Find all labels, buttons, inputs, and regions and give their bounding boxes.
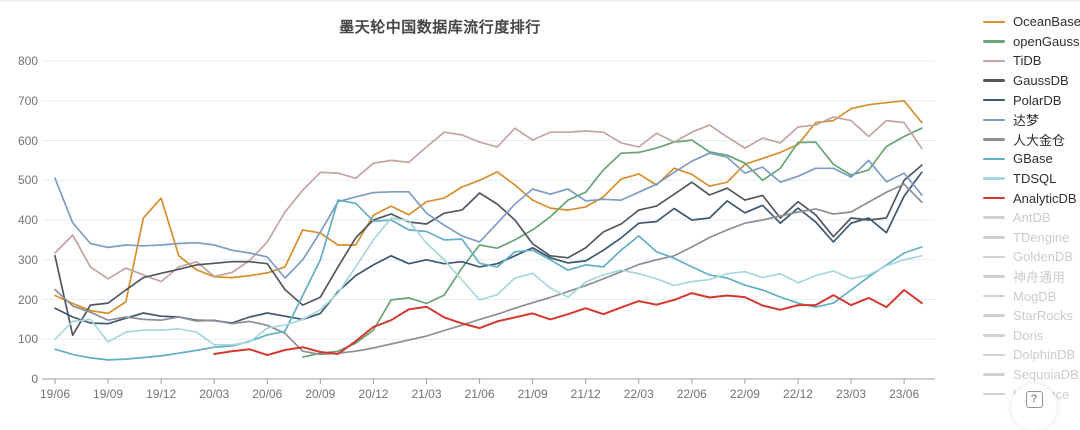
legend-label-tidb: TiDB [1013,53,1042,69]
legend-label-shenzhoutongyong: 神舟通用 [1013,270,1066,286]
legend-label-starrocks: StarRocks [1013,308,1073,324]
legend-swatch-kyligence [983,392,1005,396]
legend-item-shenzhoutongyong[interactable]: 神舟通用 [983,267,1080,287]
x-axis-label-20-12: 20/12 [358,387,389,401]
legend-item-antdb[interactable]: AntDB [983,208,1080,228]
legend-swatch-dolphindb [983,353,1005,357]
legend-item-gbase[interactable]: GBase [983,149,1080,169]
legend-item-starrocks[interactable]: StarRocks [983,306,1080,326]
legend-swatch-gbase [983,157,1005,161]
x-axis-label-21-12: 21/12 [570,387,601,401]
legend-item-doris[interactable]: Doris [983,326,1080,346]
legend-item-rendajincang[interactable]: 人大金仓 [983,130,1080,150]
x-axis-label-19-06: 19/06 [39,387,71,401]
x-axis-label-19-09: 19/09 [93,387,124,401]
legend-item-goldendb[interactable]: GoldenDB [983,247,1080,267]
legend-swatch-starrocks [983,314,1005,317]
legend-swatch-shenzhoutongyong [983,275,1005,278]
x-axis-label-22-06: 22/06 [676,387,707,401]
help-button[interactable]: ? [1011,384,1057,430]
legend-swatch-oceanbase [983,20,1005,24]
legend-label-tdsql: TDSQL [1013,171,1057,187]
x-axis-label-20-06: 20/06 [252,387,283,401]
legend-item-tdsql[interactable]: TDSQL [983,169,1080,189]
y-axis-label-0: 0 [31,372,38,386]
legend-label-gbase: GBase [1013,151,1053,167]
chart-title: 墨天轮中国数据库流行度排行 [339,19,541,36]
legend-item-opengauss[interactable]: openGauss [983,32,1080,52]
legend-label-goldendb: GoldenDB [1013,249,1073,265]
legend-item-oceanbase[interactable]: OceanBase [983,12,1080,32]
legend-swatch-dameng [983,118,1005,122]
legend-label-opengauss: openGauss [1013,33,1080,49]
legend-label-doris: Doris [1013,327,1044,343]
y-axis-label-100: 100 [17,332,38,347]
series-line-gaussdb [54,164,923,337]
legend-item-polardb[interactable]: PolarDB [983,90,1080,110]
legend-label-rendajincang: 人大金仓 [1013,132,1066,148]
legend-swatch-tdsql [983,177,1005,180]
legend-swatch-mogdb [983,294,1005,298]
x-axis-label-22-03: 22/03 [623,387,654,401]
legend-swatch-sequoiadb [983,373,1005,376]
legend-swatch-tdengine [983,236,1005,239]
legend-item-tdengine[interactable]: TDengine [983,228,1080,248]
series-line-oceanbase [54,99,923,315]
legend-label-oceanbase: OceanBase [1013,14,1080,30]
x-axis-label-22-12: 22/12 [782,387,813,401]
y-axis-label-400: 400 [17,213,38,227]
x-axis-label-23-06: 23/06 [889,387,920,401]
legend-label-dolphindb: DolphinDB [1013,347,1076,363]
legend-label-sequoiadb: SequoiaDB [1013,366,1079,382]
legend-item-tidb[interactable]: TiDB [983,51,1080,71]
series-line-dameng [54,152,923,279]
legend-swatch-doris [983,334,1005,337]
legend-label-mogdb: MogDB [1013,288,1057,304]
legend-label-gaussdb: GaussDB [1013,73,1069,89]
legend-item-dameng[interactable]: 达梦 [983,110,1080,130]
x-axis-label-20-09: 20/09 [305,387,336,401]
y-axis-label-300: 300 [17,252,38,267]
series-line-rendajincang [54,183,923,356]
series-line-opengauss [301,127,923,358]
x-axis-label-21-06: 21/06 [464,387,495,401]
legend-item-analyticdb[interactable]: AnalyticDB [983,188,1080,208]
series-line-analyticdb [213,289,923,357]
y-axis-label-500: 500 [17,173,38,188]
chart-legend: OceanBase openGauss TiDB GaussDB PolarDB 达梦人大… [983,12,1080,404]
x-axis-label-20-03: 20/03 [199,387,230,401]
legend-label-dameng: 达梦 [1013,113,1040,129]
x-axis-label-22-09: 22/09 [729,387,760,401]
legend-label-tdengine: TDengine [1013,229,1070,245]
y-axis-label-800: 800 [17,54,38,68]
legend-swatch-rendajincang [983,138,1005,141]
legend-label-analyticdb: AnalyticDB [1013,190,1077,206]
legend-swatch-tidb [983,59,1005,63]
legend-swatch-goldendb [983,255,1005,259]
x-axis-label-19-12: 19/12 [146,387,177,401]
legend-swatch-analyticdb [983,196,1005,200]
help-icon: ? [1025,391,1043,408]
legend-item-sequoiadb[interactable]: SequoiaDB [983,365,1080,385]
y-axis-label-700: 700 [17,93,38,108]
x-axis-label-21-09: 21/09 [517,387,548,401]
legend-label-antdb: AntDB [1013,210,1051,226]
x-axis-label-23-03: 23/03 [836,387,867,401]
legend-item-gaussdb[interactable]: GaussDB [983,71,1080,91]
legend-item-mogdb[interactable]: MogDB [983,286,1080,306]
legend-swatch-gaussdb [983,79,1005,82]
legend-label-polardb: PolarDB [1013,92,1062,108]
chart-canvas [42,60,935,384]
x-axis-label-21-03: 21/03 [411,387,442,401]
y-axis-label-200: 200 [17,292,38,307]
legend-swatch-opengauss [983,40,1005,43]
series-line-tdsql [54,217,923,346]
y-axis-label-600: 600 [17,133,38,148]
series-line-gbase [54,199,923,361]
chart-panel: 墨天轮中国数据库流行度排行 0 100 200 300 400 500 600 700 800 1… [0,0,1080,408]
legend-swatch-polardb [983,98,1005,102]
legend-item-dolphindb[interactable]: DolphinDB [983,345,1080,365]
legend-swatch-antdb [983,216,1005,219]
